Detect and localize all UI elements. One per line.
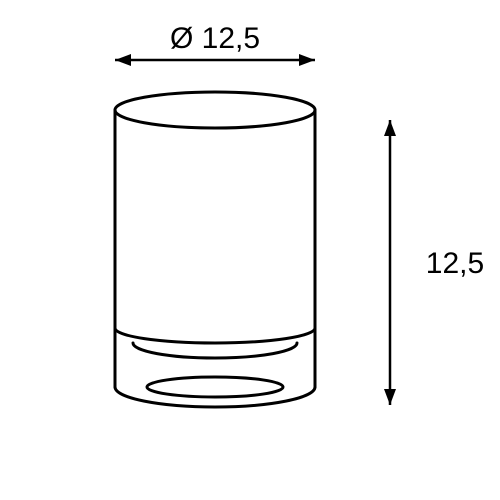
cylinder-shape [115, 92, 315, 407]
diameter-arrow-right [299, 54, 315, 66]
diameter-label: Ø 12,5 [170, 22, 260, 55]
diameter-dimension: Ø 12,5 [115, 22, 315, 66]
height-arrow-bottom [384, 389, 396, 405]
height-arrow-top [384, 120, 396, 136]
height-label: 12,5 [426, 247, 484, 280]
diameter-arrow-left [115, 54, 131, 66]
dimension-diagram: Ø 12,5 12,5 [0, 0, 500, 500]
height-dimension: 12,5 [384, 120, 484, 405]
